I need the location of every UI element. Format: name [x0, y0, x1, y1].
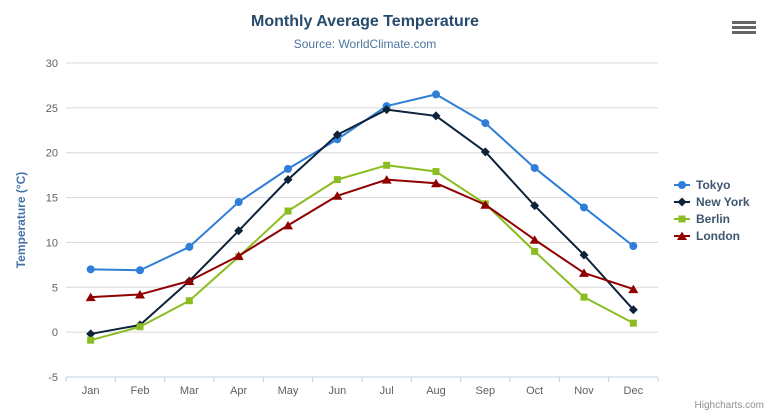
x-tick-label: Mar — [180, 385, 199, 397]
diamond-icon — [677, 197, 687, 207]
y-tick-label: 30 — [46, 58, 58, 70]
y-tick-label: 5 — [52, 282, 58, 294]
point-berlin-aug[interactable] — [432, 168, 440, 176]
legend-label: Tokyo — [696, 178, 731, 192]
point-new-york-jul[interactable] — [382, 105, 392, 115]
point-berlin-nov[interactable] — [580, 293, 588, 301]
point-berlin-oct[interactable] — [531, 247, 539, 255]
x-tick-label: Sep — [476, 385, 496, 397]
y-axis-title: Temperature (°C) — [14, 172, 28, 269]
series-line-berlin[interactable] — [89, 164, 635, 342]
point-tokyo-apr[interactable] — [234, 198, 243, 207]
chart-subtitle: Source: WorldClimate.com — [293, 37, 437, 51]
y-tick-label: -5 — [48, 372, 58, 384]
legend-item-london[interactable]: London — [674, 228, 750, 244]
hamburger-menu-icon — [732, 31, 756, 34]
series-line-tokyo[interactable] — [89, 93, 635, 272]
triangle-marker-icon — [674, 231, 690, 240]
square-marker-icon — [674, 215, 690, 223]
point-berlin-jan[interactable] — [87, 336, 95, 344]
x-tick-label: May — [278, 385, 299, 397]
point-berlin-mar[interactable] — [185, 297, 193, 305]
point-london-oct[interactable] — [529, 235, 540, 244]
point-tokyo-may[interactable] — [284, 164, 292, 173]
circle-icon — [678, 181, 686, 189]
point-tokyo-oct[interactable] — [530, 163, 539, 172]
point-london-sep[interactable] — [480, 200, 491, 209]
circle-marker-icon — [674, 181, 690, 189]
point-berlin-jun[interactable] — [333, 176, 341, 184]
point-new-york-aug[interactable] — [431, 111, 441, 121]
chart-title: Monthly Average Temperature — [251, 13, 479, 30]
point-london-jan[interactable] — [85, 292, 96, 302]
point-london-aug[interactable] — [431, 178, 441, 188]
x-tick-label: Oct — [526, 385, 543, 397]
point-new-york-sep[interactable] — [480, 147, 490, 157]
export-menu-button[interactable] — [732, 21, 756, 34]
point-london-jun[interactable] — [332, 191, 343, 200]
triangle-icon — [677, 231, 687, 240]
point-tokyo-jan[interactable] — [86, 265, 95, 274]
point-tokyo-feb[interactable] — [136, 266, 144, 275]
diamond-marker-icon — [674, 197, 690, 207]
x-tick-label: Jan — [82, 385, 100, 397]
series-line-new-york[interactable] — [89, 108, 635, 335]
y-tick-label: 20 — [46, 148, 58, 160]
legend-item-berlin[interactable]: Berlin — [674, 211, 750, 227]
point-tokyo-sep[interactable] — [481, 119, 490, 128]
point-berlin-dec[interactable] — [629, 319, 637, 327]
y-tick-label: 25 — [46, 103, 58, 115]
x-tick-label: Nov — [574, 385, 594, 397]
point-berlin-jul[interactable] — [383, 161, 391, 169]
x-tick-label: Aug — [426, 385, 446, 397]
x-tick-label: Feb — [131, 385, 150, 397]
legend-label: New York — [696, 195, 750, 209]
highcharts-credit-link[interactable]: Highcharts.com — [694, 400, 764, 411]
hamburger-menu-icon — [732, 21, 756, 24]
point-berlin-feb[interactable] — [136, 323, 144, 331]
legend-item-tokyo[interactable]: Tokyo — [674, 177, 750, 193]
point-london-apr[interactable] — [233, 251, 244, 260]
point-new-york-jan[interactable] — [86, 329, 96, 339]
point-berlin-may[interactable] — [284, 207, 292, 215]
x-tick-label: Dec — [624, 385, 644, 397]
legend-label: London — [696, 229, 740, 243]
y-tick-label: 10 — [46, 237, 58, 249]
y-tick-label: 0 — [52, 327, 58, 339]
hamburger-menu-icon — [732, 26, 756, 29]
point-tokyo-nov[interactable] — [580, 203, 588, 212]
point-new-york-nov[interactable] — [579, 250, 589, 260]
point-london-jul[interactable] — [381, 175, 392, 184]
series-line-london[interactable] — [89, 178, 635, 299]
x-tick-label: Apr — [230, 385, 247, 397]
legend-item-new-york[interactable]: New York — [674, 194, 750, 210]
legend: Tokyo New York Berlin London — [674, 177, 750, 245]
point-london-nov[interactable] — [579, 268, 589, 277]
point-tokyo-aug[interactable] — [432, 90, 440, 99]
point-new-york-may[interactable] — [283, 175, 293, 185]
point-new-york-apr[interactable] — [234, 226, 244, 236]
point-london-feb[interactable] — [135, 289, 145, 299]
point-london-mar[interactable] — [184, 276, 195, 286]
point-tokyo-dec[interactable] — [629, 242, 638, 251]
y-tick-label: 15 — [46, 193, 58, 205]
point-new-york-oct[interactable] — [530, 201, 540, 211]
legend-label: Berlin — [696, 212, 731, 226]
point-london-dec[interactable] — [628, 284, 639, 294]
x-tick-label: Jul — [380, 385, 394, 397]
square-icon — [678, 215, 686, 223]
point-london-may[interactable] — [283, 220, 293, 230]
point-tokyo-mar[interactable] — [185, 242, 194, 251]
point-new-york-dec[interactable] — [628, 305, 638, 315]
point-new-york-jun[interactable] — [332, 130, 342, 140]
x-tick-label: Jun — [328, 385, 346, 397]
